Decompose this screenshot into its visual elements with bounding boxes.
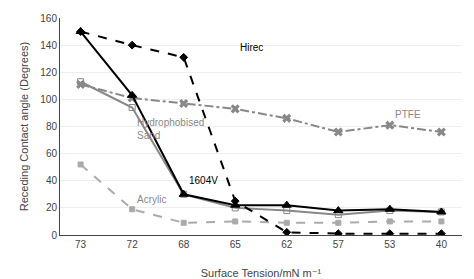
svg-text:HydrophobisedSand: HydrophobisedSand [137,117,204,141]
svg-text:PTFE: PTFE [395,109,421,120]
svg-text:20: 20 [46,202,58,213]
svg-text:Hirec: Hirec [240,42,263,53]
svg-text:0: 0 [51,230,57,241]
svg-text:40: 40 [46,175,58,186]
svg-text:Acrylic: Acrylic [137,194,166,205]
svg-text:1604V: 1604V [189,175,218,186]
svg-text:120: 120 [40,67,57,78]
svg-text:65: 65 [230,239,242,250]
svg-text:Surface Tension/mN m⁻¹: Surface Tension/mN m⁻¹ [201,267,322,279]
svg-text:Receding Contact angle (Degree: Receding Contact angle (Degrees) [18,42,30,211]
svg-text:160: 160 [40,13,57,24]
svg-text:140: 140 [40,40,57,51]
svg-text:40: 40 [436,239,448,250]
svg-text:80: 80 [46,121,58,132]
svg-text:60: 60 [46,148,58,159]
svg-text:72: 72 [127,239,139,250]
svg-text:73: 73 [75,239,87,250]
svg-text:57: 57 [333,239,345,250]
svg-text:62: 62 [281,239,293,250]
svg-text:53: 53 [384,239,396,250]
svg-text:100: 100 [40,94,57,105]
svg-text:68: 68 [178,239,190,250]
